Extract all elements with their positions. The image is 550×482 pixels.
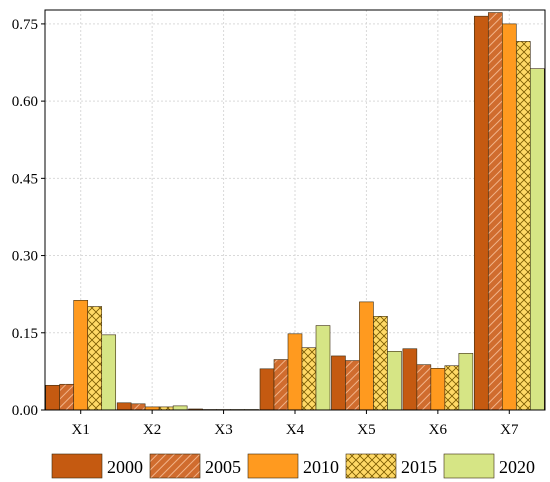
bar-2005-X5 bbox=[345, 360, 360, 411]
y-tick-label: 0.15 bbox=[12, 326, 38, 342]
legend-label-2010: 2010 bbox=[303, 457, 339, 477]
bar-2005-X4 bbox=[273, 359, 289, 411]
tick-labels: 0.00 0.15 0.30 0.45 0.60 0.75 X1 X2 X3 X4 X5 X6 X7 bbox=[12, 17, 519, 438]
axes bbox=[41, 9, 546, 414]
legend-swatch-2015 bbox=[345, 453, 397, 479]
y-tick-label: 0.45 bbox=[12, 171, 38, 187]
bars bbox=[45, 12, 545, 411]
bar-2020-X7 bbox=[529, 68, 545, 411]
bar-2005-X6 bbox=[416, 364, 432, 411]
legend-swatch-2000 bbox=[51, 453, 103, 479]
bar-2005-X7 bbox=[487, 12, 503, 411]
bar-2010-X4 bbox=[287, 333, 303, 411]
bar-2015-X5 bbox=[373, 316, 388, 411]
y-tick-label: 0.30 bbox=[12, 249, 38, 265]
bar-2000-X1 bbox=[45, 384, 61, 411]
bar-2020-X1 bbox=[101, 334, 117, 411]
bar-2005-X1 bbox=[59, 383, 75, 411]
bar-2010-X5 bbox=[359, 301, 374, 411]
bar-2010-X6 bbox=[430, 368, 446, 411]
legend-swatch-2010 bbox=[247, 453, 299, 479]
bar-2010-X1 bbox=[73, 300, 89, 411]
x-tick-label: X2 bbox=[143, 422, 161, 438]
bar-2020-X6 bbox=[458, 353, 474, 411]
bar-2020-X4 bbox=[315, 325, 331, 411]
legend: 2000 2005 2010 2015 2020 bbox=[51, 453, 535, 479]
x-tick-label: X5 bbox=[357, 422, 375, 438]
bar-2015-X6 bbox=[444, 365, 460, 411]
x-tick-label: X3 bbox=[214, 422, 232, 438]
x-tick-label: X6 bbox=[429, 422, 448, 438]
bar-2015-X4 bbox=[301, 347, 317, 411]
y-tick-label: 0.00 bbox=[12, 403, 38, 419]
legend-label-2000: 2000 bbox=[107, 457, 143, 477]
legend-swatch-2005 bbox=[149, 453, 201, 479]
bar-2000-X5 bbox=[331, 355, 346, 411]
legend-label-2020: 2020 bbox=[499, 457, 535, 477]
legend-swatch-2020 bbox=[443, 453, 495, 479]
bar-2020-X2 bbox=[172, 405, 188, 411]
bar-2000-X6 bbox=[402, 348, 418, 411]
x-tick-label: X4 bbox=[286, 422, 305, 438]
x-tick-label: X1 bbox=[72, 422, 90, 438]
x-tick-label: X7 bbox=[500, 422, 519, 438]
bar-2000-X4 bbox=[259, 368, 275, 411]
bar-2015-X1 bbox=[87, 306, 103, 411]
bar-2010-X7 bbox=[501, 23, 517, 411]
bar-2005-X2 bbox=[130, 403, 146, 411]
bar-2020-X5 bbox=[387, 351, 402, 411]
bar-2000-X7 bbox=[473, 15, 489, 411]
bar-2000-X2 bbox=[116, 402, 132, 411]
legend-label-2005: 2005 bbox=[205, 457, 241, 477]
legend-label-2015: 2015 bbox=[401, 457, 437, 477]
bar-2015-X7 bbox=[515, 41, 531, 411]
y-tick-label: 0.75 bbox=[12, 17, 38, 33]
y-tick-label: 0.60 bbox=[12, 94, 38, 110]
